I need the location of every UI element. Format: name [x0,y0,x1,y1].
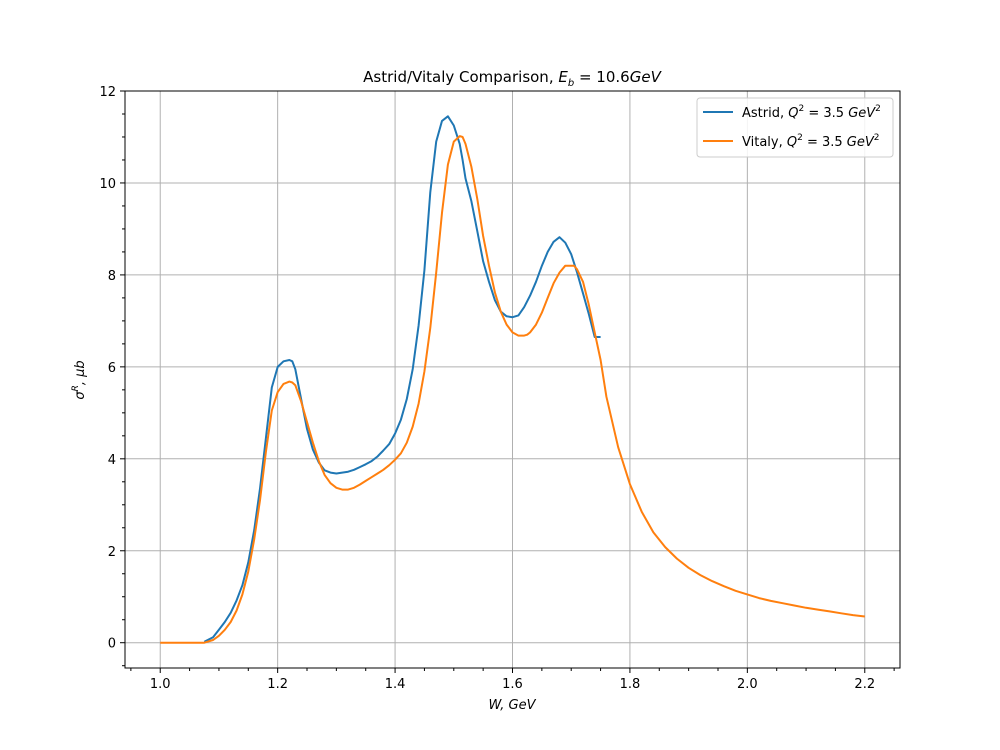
x-tick-label: 2.2 [854,677,875,692]
x-tick-label: 1.0 [150,677,171,692]
chart-title-math-unit: GeV [630,68,663,86]
y-tick-label: 6 [108,361,116,376]
chart-title-text: Astrid/Vitaly Comparison, [363,68,558,86]
series-layer [160,115,865,644]
x-tick-label: 1.6 [502,677,523,692]
legend: Astrid, Q2 = 3.5 GeV2 Vitaly, Q2 = 3.5 G… [696,97,894,158]
y-axis-label-sup: R [71,385,81,391]
x-tick-label: 1.4 [385,677,406,692]
y-tick-label: 8 [108,269,116,284]
legend-label-vitaly: Vitaly, Q2 = 3.5 GeV2 [742,133,880,150]
legend-box [696,97,894,158]
legend-label-astrid: Astrid, Q2 = 3.5 GeV2 [742,104,881,121]
series-line-vitaly [160,135,865,644]
chart-title: Astrid/Vitaly Comparison, Eb = 10.6GeV [363,68,662,89]
y-axis-label: σR, μb [71,360,88,399]
chart-title-math-symbol: E [558,68,568,86]
chart-title-math-sub: b [568,78,574,89]
y-tick-label: 0 [108,637,116,652]
chart-title-math-rest: = 10.6 [574,68,630,86]
legend-label-astrid-prefix: Astrid, [742,106,788,121]
x-tick-label: 1.8 [620,677,641,692]
y-axis-label-rest: , μb [73,360,88,385]
y-tick-label: 10 [99,177,116,192]
y-tick-label: 12 [99,85,116,100]
x-tick-label: 2.0 [737,677,758,692]
x-axis: 1.0 1.2 1.4 1.6 1.8 2.0 2.2 [130,668,895,692]
series-line-astrid [203,115,601,643]
legend-label-vitaly-prefix: Vitaly, [742,135,787,150]
x-tick-label: 1.2 [267,677,288,692]
x-axis-label: W, GeV [488,698,536,713]
y-tick-label: 2 [108,545,116,560]
y-axis: 0 2 4 6 8 10 12 [99,85,125,667]
y-axis-label-sigma: σ [73,391,88,400]
y-tick-label: 4 [108,453,116,468]
